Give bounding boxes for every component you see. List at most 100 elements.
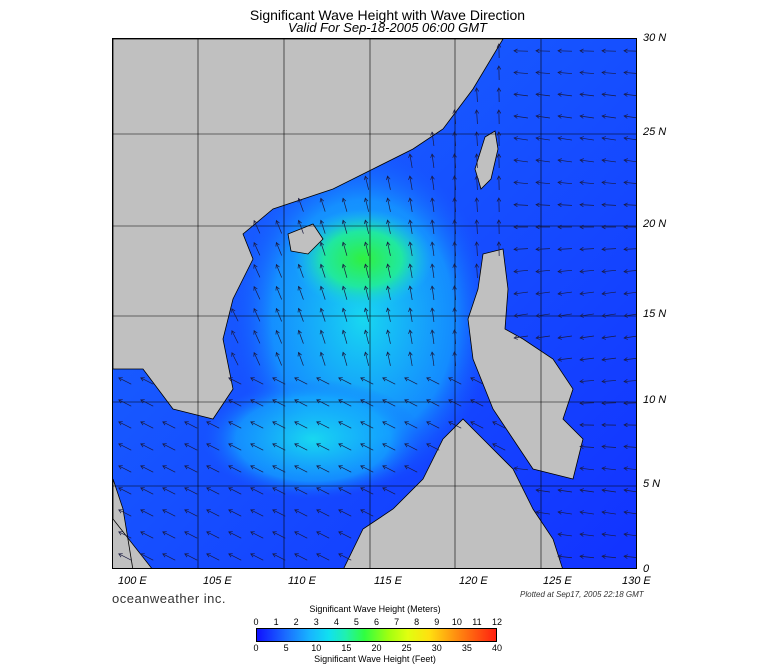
wave-arrow-head: [184, 509, 189, 514]
wave-arrow-head: [275, 285, 280, 291]
wave-arrow-head: [319, 285, 324, 291]
wave-arrow-head: [206, 509, 211, 514]
wave-arrow: [602, 335, 616, 339]
wave-arrow-head: [513, 180, 518, 185]
wave-arrow: [387, 352, 391, 366]
wave-arrow-head: [557, 180, 562, 185]
wave-arrow: [184, 421, 198, 429]
colorbar-meters-tick: 0: [253, 617, 259, 627]
wave-arrow: [320, 220, 326, 234]
lon-label: 115 E: [374, 575, 402, 587]
wave-arrow-head: [363, 329, 369, 335]
wave-arrow: [558, 511, 572, 515]
wave-arrow-head: [513, 202, 518, 208]
wave-arrow: [364, 308, 370, 322]
colorbar-meters-tick: 8: [414, 617, 420, 627]
colorbar-feet-tick: 35: [461, 643, 472, 653]
wave-arrow: [250, 421, 264, 429]
wave-arrow: [231, 308, 239, 322]
wave-arrow: [338, 509, 352, 517]
wave-height-map[interactable]: [112, 38, 637, 569]
wave-arrow: [580, 489, 594, 493]
wave-arrow-head: [140, 399, 145, 404]
wave-arrow-head: [272, 509, 277, 514]
wave-arrow: [162, 509, 176, 517]
wave-arrow: [602, 533, 616, 537]
wave-arrow: [558, 115, 572, 119]
wave-arrow: [320, 242, 326, 256]
wave-arrow-head: [294, 443, 299, 448]
wave-arrow: [231, 352, 239, 366]
wave-arrow: [382, 399, 396, 407]
wave-arrow: [360, 377, 374, 385]
wave-arrow: [514, 181, 528, 185]
wave-arrow-head: [272, 443, 277, 448]
wave-arrow: [162, 553, 176, 561]
wave-arrow: [250, 509, 264, 517]
wave-arrow-head: [294, 421, 299, 426]
wave-arrow-head: [535, 136, 540, 141]
wave-arrow-head: [275, 219, 280, 225]
wave-arrow-head: [535, 70, 540, 75]
wave-arrow: [453, 241, 457, 257]
wave-arrow: [409, 264, 413, 278]
wave-arrow: [476, 219, 478, 235]
wave-arrow: [276, 220, 282, 234]
wave-arrow-head: [579, 466, 584, 471]
wave-arrow-head: [316, 531, 321, 536]
wave-arrow: [253, 286, 261, 300]
colorbar-feet-tick: 0: [253, 643, 259, 653]
wave-arrow: [558, 357, 572, 361]
wave-arrow-head: [601, 379, 606, 384]
wave-arrow-head: [250, 553, 255, 558]
wave-arrow-head: [513, 269, 518, 274]
wave-arrow: [228, 531, 242, 539]
wave-arrow-head: [297, 219, 302, 225]
wave-arrow: [409, 286, 413, 300]
wave-arrow-head: [535, 224, 540, 230]
wave-arrow: [426, 443, 440, 451]
wave-arrow: [162, 465, 176, 473]
wave-arrow-head: [623, 246, 628, 252]
wave-arrow-head: [426, 421, 431, 426]
wave-arrow: [364, 352, 370, 366]
wave-arrow: [250, 553, 264, 561]
wave-arrow-head: [228, 553, 233, 558]
wave-arrow-head: [404, 399, 409, 404]
wave-arrow-head: [557, 92, 562, 97]
wave-arrow-head: [162, 443, 167, 448]
wave-direction-arrows: [118, 43, 636, 561]
wave-arrow-head: [513, 92, 518, 97]
wave-arrow-head: [360, 509, 365, 514]
wave-arrow: [276, 286, 282, 300]
wave-arrow-head: [496, 43, 502, 48]
malay-peninsula: [113, 478, 152, 568]
wave-arrow: [535, 72, 551, 74]
wave-arrow-head: [386, 285, 391, 291]
wave-arrow: [140, 553, 154, 561]
wave-arrow-head: [319, 307, 324, 313]
wave-arrow-head: [231, 330, 236, 335]
wave-arrow-head: [430, 285, 435, 290]
wave-arrow-head: [363, 263, 369, 269]
wave-arrow: [624, 181, 636, 184]
wave-arrow: [338, 531, 352, 539]
wave-arrow-head: [228, 509, 233, 514]
borneo-land: [343, 418, 563, 568]
wave-arrow-head: [452, 175, 457, 180]
wave-arrow: [206, 465, 220, 473]
wave-arrow-head: [557, 313, 562, 318]
wave-arrow-head: [470, 399, 475, 404]
wave-arrow: [579, 380, 595, 382]
wave-arrow-head: [338, 487, 343, 492]
philippines-land: [467, 248, 584, 480]
colorbar-feet-tick: 25: [401, 643, 412, 653]
wave-arrow-head: [275, 241, 280, 247]
wave-arrow-head: [601, 422, 606, 428]
wave-arrow-head: [408, 307, 413, 312]
wave-arrow: [536, 159, 550, 163]
wave-arrow: [601, 380, 617, 382]
wave-arrow-head: [474, 263, 480, 268]
wave-arrow: [118, 443, 132, 451]
wave-arrow: [276, 352, 282, 366]
